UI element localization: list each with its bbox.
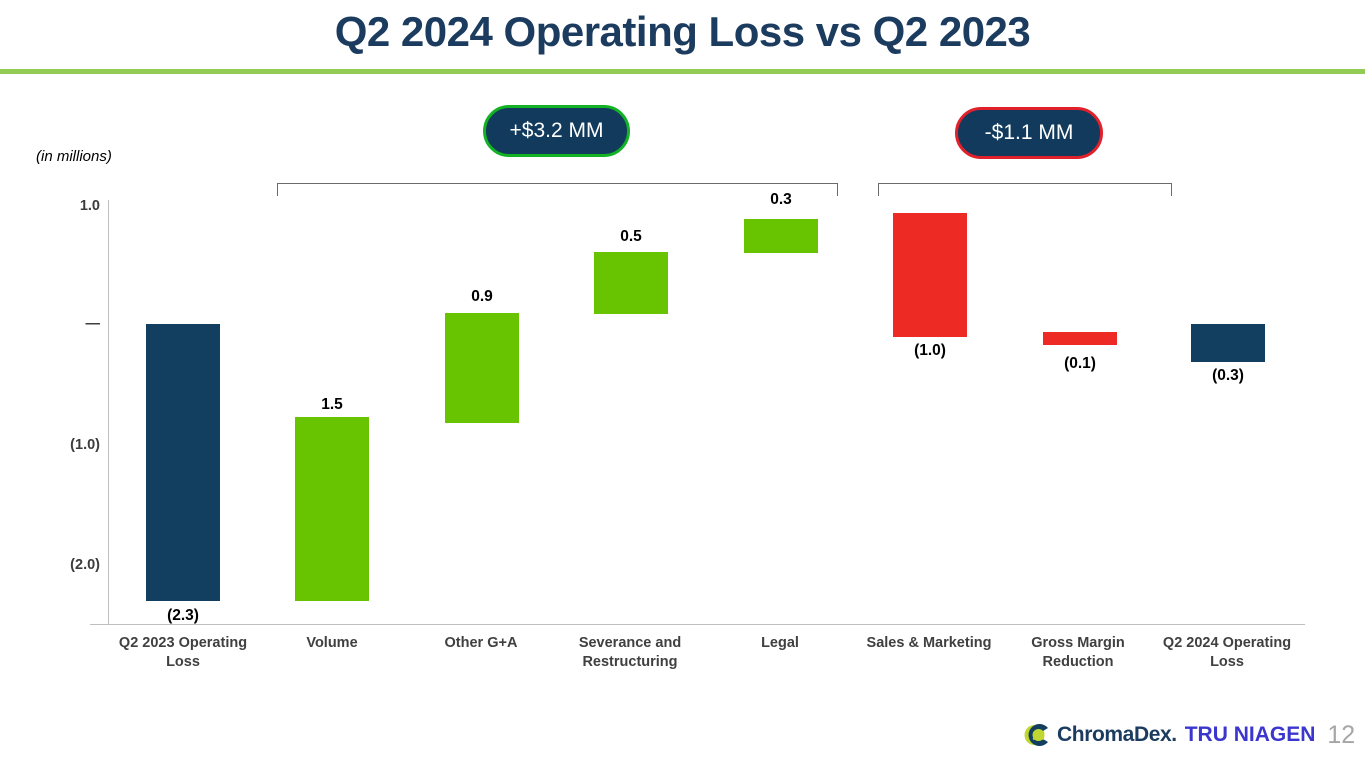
bracket-unfavorable-span [878,183,1172,184]
bar-value-severance-and-restructuring: 0.5 [620,228,642,245]
bar-q2-2023-operating-loss[interactable] [146,324,220,601]
callout-favorable-total: +$3.2 MM [483,105,630,157]
page-title: Q2 2024 Operating Loss vs Q2 2023 [334,8,1031,55]
category-label-severance-and-restructuring: Severance and Restructuring [578,635,682,670]
bar-other-g-and-a[interactable] [445,313,519,423]
callout-favorable-label: +$3.2 MM [509,119,604,142]
bar-gross-margin-reduction[interactable] [1043,332,1117,345]
footer-branding: ChromaDex. TRU NIAGEN 12 [1022,720,1355,750]
category-label-legal: Legal [761,635,799,651]
category-label-q2-2024-operating-loss: Q2 2024 Operating Loss [1162,635,1292,670]
callout-unfavorable-label: -$1.1 MM [984,121,1074,144]
page-number: 12 [1327,720,1356,749]
category-label-volume: Volume [306,635,358,651]
brand-chromadex-label: ChromaDex. [1057,723,1177,746]
bar-value-gross-margin-reduction: (0.1) [1064,355,1096,372]
bar-severance-and-restructuring[interactable] [594,252,668,314]
units-note: (in millions) [36,148,112,165]
bracket-unfavorable-left-tick [878,183,879,196]
category-label-sales-and-marketing: Sales & Marketing [866,635,992,651]
category-label-gross-margin-reduction: Gross Margin Reduction [1031,635,1125,670]
ytick-1-0: 1.0 [79,198,100,214]
x-axis-line [90,624,1305,625]
ytick-zero: — [85,316,101,332]
bar-sales-and-marketing[interactable] [893,213,967,337]
ytick-neg-1-0: (1.0) [70,437,100,453]
bar-legal[interactable] [744,219,818,253]
title-divider [0,69,1365,74]
callout-unfavorable-total: -$1.1 MM [955,107,1103,159]
brand-truniagen-label: TRU NIAGEN [1184,723,1316,746]
bracket-favorable-span [277,183,838,184]
bracket-favorable-left-tick [277,183,278,196]
category-label-other-g-and-a: Other G+A [444,635,518,651]
bracket-unfavorable-right-tick [1171,183,1172,196]
bar-q2-2024-operating-loss[interactable] [1191,324,1265,362]
chromadex-logo-icon [1022,720,1052,750]
category-label-q2-2023-operating-loss: Q2 2023 Operating Loss [118,635,248,670]
bar-value-q2-2024-operating-loss: (0.3) [1212,367,1244,384]
bar-value-volume: 1.5 [321,396,343,413]
bar-value-other-g-and-a: 0.9 [471,288,493,305]
bracket-favorable-right-tick [837,183,838,196]
ytick-neg-2-0: (2.0) [70,557,100,573]
bar-value-sales-and-marketing: (1.0) [914,342,946,359]
bar-volume[interactable] [295,417,369,601]
bar-value-q2-2023-operating-loss: (2.3) [167,607,199,624]
bar-value-legal: 0.3 [770,191,792,208]
y-axis-line [108,200,109,624]
